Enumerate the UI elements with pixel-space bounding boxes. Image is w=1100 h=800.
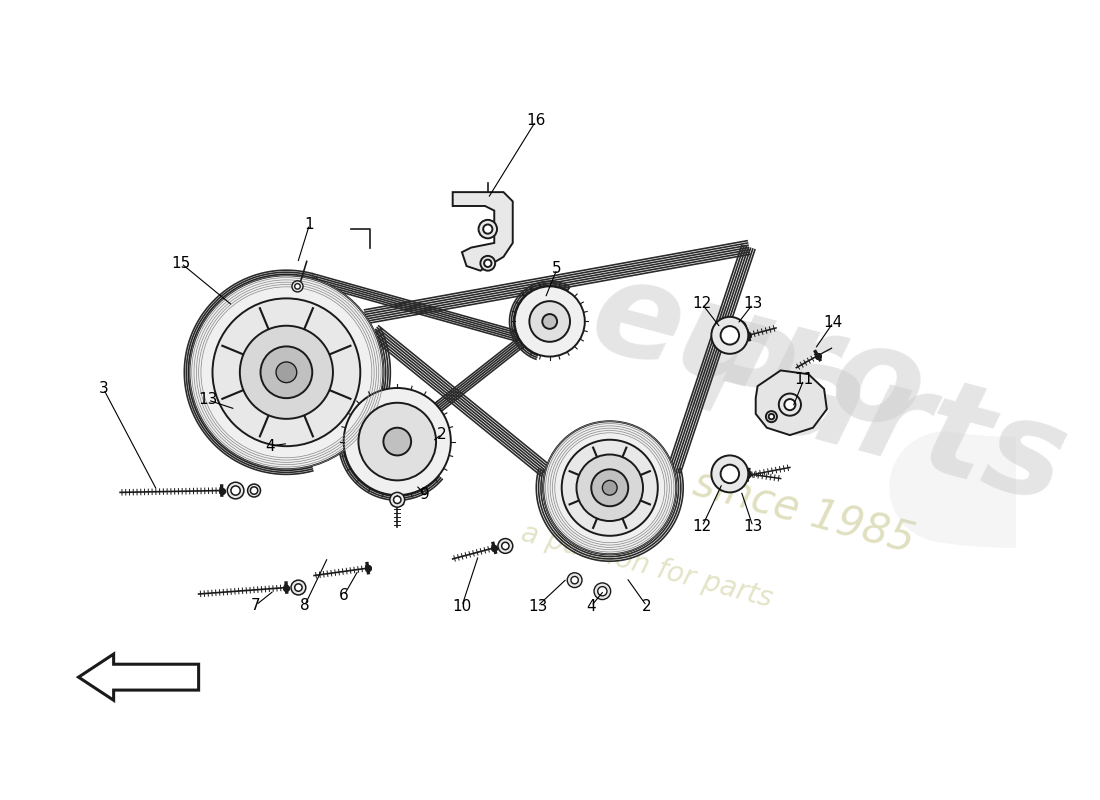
Text: 12: 12 xyxy=(693,519,712,534)
Polygon shape xyxy=(756,370,827,435)
Text: 7: 7 xyxy=(251,598,261,613)
Circle shape xyxy=(236,408,244,416)
Text: 4: 4 xyxy=(586,598,596,614)
Circle shape xyxy=(498,538,513,554)
Circle shape xyxy=(502,542,509,550)
Text: 13: 13 xyxy=(744,297,762,311)
Text: 12: 12 xyxy=(693,297,712,311)
Circle shape xyxy=(384,428,411,455)
Text: 15: 15 xyxy=(172,256,190,270)
Circle shape xyxy=(261,346,312,398)
Text: 13: 13 xyxy=(198,393,218,407)
Circle shape xyxy=(251,487,257,494)
Text: 5: 5 xyxy=(552,262,562,276)
Text: 14: 14 xyxy=(824,315,843,330)
Text: 1: 1 xyxy=(305,217,315,232)
Circle shape xyxy=(287,440,297,449)
Text: 9: 9 xyxy=(420,486,430,502)
Circle shape xyxy=(736,324,743,332)
Circle shape xyxy=(592,470,628,506)
Circle shape xyxy=(568,573,582,587)
Circle shape xyxy=(732,462,747,477)
Circle shape xyxy=(515,286,585,357)
Circle shape xyxy=(189,275,384,470)
Circle shape xyxy=(284,436,300,453)
Circle shape xyxy=(562,440,658,536)
Circle shape xyxy=(597,586,607,596)
Circle shape xyxy=(389,492,405,507)
Circle shape xyxy=(343,388,451,495)
Circle shape xyxy=(231,486,240,495)
Circle shape xyxy=(295,584,302,591)
Circle shape xyxy=(784,399,795,410)
Circle shape xyxy=(295,283,300,289)
Circle shape xyxy=(720,465,739,483)
Text: since 1985: since 1985 xyxy=(689,461,918,561)
Circle shape xyxy=(481,256,495,270)
Circle shape xyxy=(712,317,748,354)
Text: 10: 10 xyxy=(452,598,472,614)
Circle shape xyxy=(359,402,436,480)
Circle shape xyxy=(483,225,493,234)
Polygon shape xyxy=(453,192,513,270)
Text: 16: 16 xyxy=(526,114,546,129)
Circle shape xyxy=(233,405,248,419)
Circle shape xyxy=(712,455,748,492)
Text: 2: 2 xyxy=(642,598,651,614)
Circle shape xyxy=(212,298,361,446)
Circle shape xyxy=(276,362,297,382)
Circle shape xyxy=(240,326,333,419)
Circle shape xyxy=(571,577,579,584)
FancyArrow shape xyxy=(78,654,199,700)
Circle shape xyxy=(292,281,302,292)
Text: Parts: Parts xyxy=(675,307,1080,530)
Text: 3: 3 xyxy=(99,382,108,397)
Text: 13: 13 xyxy=(528,598,548,614)
Text: 2: 2 xyxy=(437,426,447,442)
Text: 11: 11 xyxy=(794,372,813,387)
Text: a passion for parts: a passion for parts xyxy=(518,519,776,614)
Circle shape xyxy=(732,321,747,335)
Circle shape xyxy=(766,411,777,422)
Circle shape xyxy=(603,480,617,495)
Circle shape xyxy=(292,580,306,595)
Circle shape xyxy=(576,454,643,521)
Circle shape xyxy=(484,259,492,267)
Circle shape xyxy=(529,301,570,342)
Circle shape xyxy=(228,482,244,499)
Circle shape xyxy=(478,220,497,238)
Circle shape xyxy=(720,326,739,345)
Circle shape xyxy=(594,583,610,599)
Circle shape xyxy=(394,496,402,503)
Text: 6: 6 xyxy=(339,588,349,603)
Text: 4: 4 xyxy=(265,438,275,454)
Circle shape xyxy=(542,314,557,329)
Text: euro: euro xyxy=(578,249,938,459)
Text: 13: 13 xyxy=(744,519,762,534)
Circle shape xyxy=(736,466,743,473)
Circle shape xyxy=(543,422,676,554)
Circle shape xyxy=(779,394,801,416)
Circle shape xyxy=(769,414,774,419)
Text: 8: 8 xyxy=(300,598,310,613)
Circle shape xyxy=(248,484,261,497)
